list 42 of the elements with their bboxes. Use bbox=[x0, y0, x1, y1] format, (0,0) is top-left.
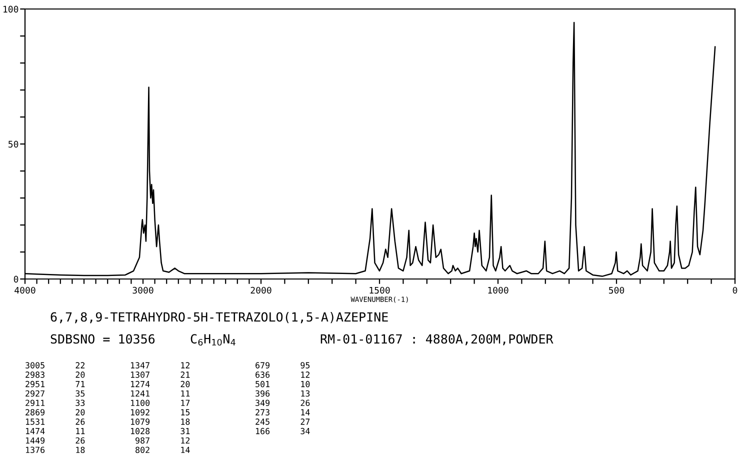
text: 245 27 bbox=[256, 418, 310, 425]
text: 679 95 bbox=[256, 362, 310, 368]
text: 2927 35 bbox=[26, 390, 85, 397]
x-tick-label: 1500 bbox=[370, 286, 390, 294]
x-tick-label: 0 bbox=[732, 286, 738, 294]
text: 1347 12 bbox=[131, 362, 190, 368]
text: 802 14 bbox=[136, 446, 190, 454]
text: 1474 11 bbox=[26, 428, 85, 434]
text: 2911 33 bbox=[26, 400, 85, 406]
text: 2951 71 bbox=[26, 380, 85, 388]
text: 1241 11 bbox=[131, 390, 190, 397]
x-tick-label: 3000 bbox=[132, 286, 154, 294]
text: 3005 22 bbox=[26, 362, 84, 368]
text: 2983 20 bbox=[26, 372, 85, 378]
text: 1376 18 bbox=[26, 446, 85, 454]
x-tick-label: 1000 bbox=[488, 286, 508, 294]
text: 273 14 bbox=[256, 409, 310, 416]
text: 1092 15 bbox=[131, 409, 190, 416]
text: 1100 17 bbox=[131, 400, 190, 406]
y-tick-label: 50 bbox=[8, 140, 18, 148]
text: 2869 20 bbox=[26, 409, 85, 416]
text: C$_{6}$H$_{10}$N$_{4}$ bbox=[190, 334, 236, 346]
y-tick-label: 100 bbox=[4, 6, 18, 13]
text: 349 26 bbox=[256, 400, 310, 406]
text: 1449 26 bbox=[26, 437, 85, 444]
text: 501 10 bbox=[256, 380, 310, 388]
text: 396 13 bbox=[256, 390, 310, 397]
text: 987 12 bbox=[136, 437, 190, 444]
text: 1274 20 bbox=[131, 380, 190, 388]
y-tick-label: 0 bbox=[14, 276, 18, 283]
text: RM-01-01167 : 4880A,200M,POWDER bbox=[320, 334, 554, 346]
x-tick-label: 500 bbox=[608, 286, 624, 294]
text: 636 12 bbox=[256, 372, 310, 378]
text: 166 34 bbox=[256, 428, 310, 434]
text: SDBSNO = 10356 bbox=[50, 334, 155, 344]
text: 1028 31 bbox=[131, 428, 190, 434]
x-tick-label: 4000 bbox=[14, 286, 36, 294]
text: 1307 21 bbox=[131, 372, 190, 378]
x-tick-label: 2000 bbox=[250, 286, 272, 294]
text: 6,7,8,9-TETRAHYDRO-5H-TETRAZOLO(1,5-A)AZEPINE bbox=[50, 312, 388, 324]
text: 1079 18 bbox=[131, 418, 190, 425]
text: 1531 26 bbox=[26, 418, 85, 425]
